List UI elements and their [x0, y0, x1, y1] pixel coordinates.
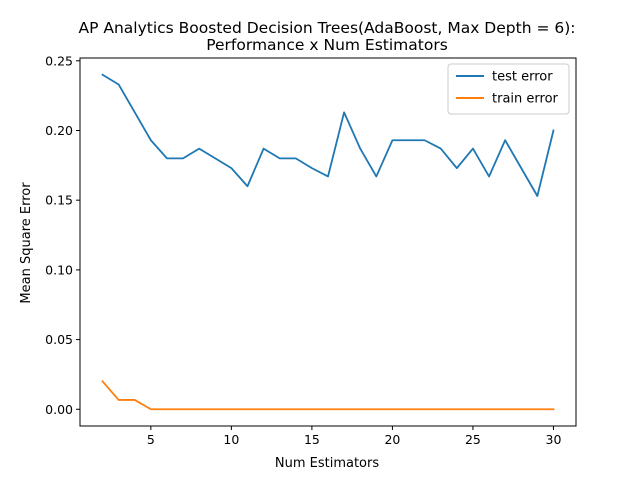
- x-tick-label: 20: [384, 432, 400, 447]
- x-tick-label: 30: [546, 432, 562, 447]
- x-tick-label: 25: [465, 432, 481, 447]
- y-tick-label: 0.00: [45, 402, 73, 417]
- y-tick-label: 0.25: [45, 53, 73, 68]
- y-axis-label: Mean Square Error: [19, 182, 34, 304]
- y-tick-label: 0.05: [45, 332, 73, 347]
- series-line-test-error: [101, 73, 555, 197]
- x-tick-label: 10: [223, 432, 239, 447]
- plot-area: 5 10 15 20 25 30 0.00 0.05 0.10 0.15 0.20 0.25: [45, 53, 577, 447]
- y-axis-ticks: 0.00 0.05 0.10 0.15 0.20 0.25: [45, 53, 80, 417]
- legend-label-test-error: test error: [492, 70, 553, 85]
- axes-frame: [79, 57, 577, 427]
- y-tick-label: 0.10: [45, 262, 73, 277]
- x-axis-label: Num Estimators: [275, 456, 379, 471]
- series-layer: [101, 73, 555, 411]
- chart-title-line2: Performance x Num Estimators: [206, 36, 448, 54]
- series-line-train-error: [101, 380, 555, 411]
- legend: test error train error: [447, 63, 570, 115]
- x-tick-label: 15: [304, 432, 320, 447]
- x-axis-ticks: 5 10 15 20 25 30: [147, 426, 562, 447]
- y-tick-label: 0.15: [45, 193, 73, 208]
- legend-label-train-error: train error: [492, 92, 559, 107]
- y-tick-label: 0.20: [45, 123, 73, 138]
- x-tick-label: 5: [147, 432, 155, 447]
- chart-title-line1: AP Analytics Boosted Decision Trees(AdaB…: [78, 19, 575, 37]
